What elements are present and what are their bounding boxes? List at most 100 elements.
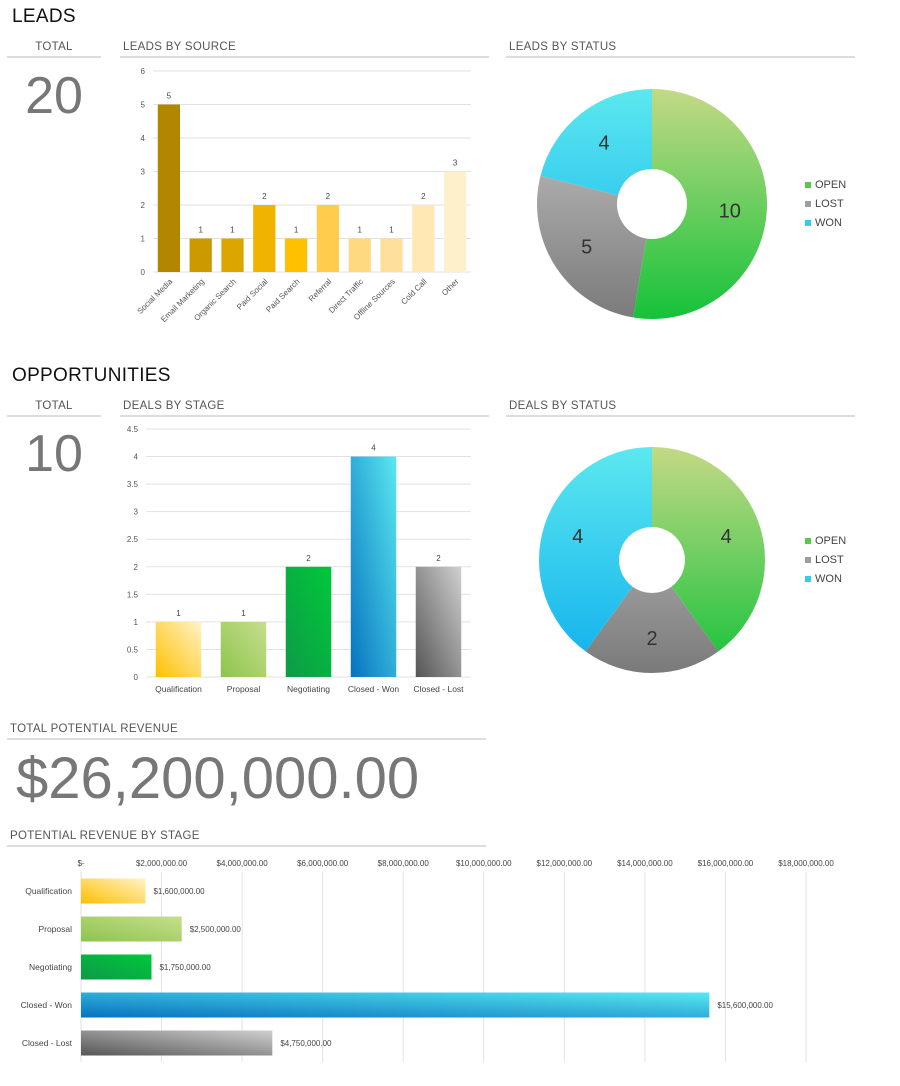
slice-label: 4 (721, 526, 732, 548)
bar (253, 205, 276, 272)
legend-lost: LOST (805, 198, 846, 210)
bar (189, 238, 212, 272)
data-label: 1 (241, 609, 246, 618)
legend-open: OPEN (805, 535, 846, 547)
y-tick-label: Closed - Lost (22, 1038, 73, 1048)
x-tick-label: $14,000,000.00 (617, 859, 673, 868)
revenue-by-stage-title: POTENTIAL REVENUE BY STAGE (7, 830, 486, 847)
y-tick-label: 4 (141, 134, 146, 143)
y-tick-label: 0.5 (127, 645, 139, 654)
bar (81, 1030, 273, 1056)
pie-slice-open (652, 446, 766, 652)
x-tick-label: Referral (307, 277, 334, 304)
y-tick-label: 1.5 (127, 590, 139, 599)
data-label: 1 (176, 609, 181, 618)
legend-open: OPEN (805, 179, 846, 191)
bar (221, 238, 244, 272)
y-tick-label: 3 (141, 168, 146, 177)
opps-total-value: 10 (25, 425, 83, 483)
y-tick-label: Proposal (38, 924, 72, 934)
x-tick-label: $16,000,000.00 (698, 859, 754, 868)
y-tick-label: Closed - Won (21, 1000, 73, 1010)
data-label: 1 (294, 226, 299, 235)
legend-open-label: OPEN (815, 179, 847, 191)
data-label: $4,750,000.00 (280, 1039, 332, 1048)
bar (316, 205, 340, 272)
won-swatch-icon (805, 576, 811, 582)
x-tick-label: Paid Search (264, 277, 301, 314)
data-label: 2 (262, 192, 267, 201)
bar (350, 456, 397, 677)
data-label: 2 (326, 192, 331, 201)
data-label: 1 (357, 226, 362, 235)
x-tick-label: Proposal (227, 684, 261, 694)
data-label: $15,600,000.00 (717, 1001, 773, 1010)
x-tick-label: $8,000,000.00 (378, 859, 430, 868)
bar (157, 104, 181, 272)
slice-label: 2 (646, 628, 657, 650)
x-tick-label: Negotiating (287, 684, 330, 694)
slice-label: 10 (719, 200, 741, 222)
data-label: 1 (230, 226, 235, 235)
legend-won: WON (805, 217, 846, 229)
leads-total-label: TOTAL (7, 41, 101, 58)
y-tick-label: 4.5 (127, 425, 139, 434)
data-label: 2 (306, 554, 311, 563)
x-tick-label: $12,000,000.00 (537, 859, 593, 868)
deals-by-status-title: DEALS BY STATUS (506, 400, 855, 417)
bar (443, 171, 467, 272)
y-tick-label: 4 (134, 453, 139, 462)
y-tick-label: 1 (141, 235, 146, 244)
deals-status-legend: OPEN LOST WON (805, 535, 846, 592)
bar (285, 566, 332, 677)
bar (81, 916, 182, 942)
opps-total-label: TOTAL (7, 400, 101, 417)
legend-won-label: WON (815, 217, 842, 229)
leads-heading: LEADS (12, 6, 76, 27)
x-tick-label: Closed - Lost (413, 684, 464, 694)
legend-open-label: OPEN (815, 535, 847, 547)
bar (81, 878, 146, 904)
y-tick-label: 0 (141, 268, 146, 277)
y-tick-label: 0 (134, 673, 139, 682)
y-tick-label: 6 (141, 67, 146, 76)
bar (155, 621, 202, 677)
deals-by-stage-title: DEALS BY STAGE (120, 400, 489, 417)
x-tick-label: $- (77, 859, 84, 868)
legend-lost: LOST (805, 554, 846, 566)
x-tick-label: $6,000,000.00 (297, 859, 349, 868)
lost-swatch-icon (805, 201, 811, 207)
y-tick-label: 1 (134, 618, 139, 627)
y-tick-label: 3.5 (127, 480, 139, 489)
data-label: 1 (389, 226, 394, 235)
bar (81, 992, 710, 1018)
data-label: 2 (421, 192, 426, 201)
data-label: $1,600,000.00 (153, 887, 205, 896)
y-tick-label: 2 (141, 201, 146, 210)
slice-label: 5 (581, 237, 592, 259)
x-tick-label: Qualification (155, 684, 202, 694)
pie-slice-won (540, 89, 652, 196)
bar (284, 238, 308, 272)
bar (380, 238, 403, 272)
y-tick-label: 2.5 (127, 535, 139, 544)
legend-won-label: WON (815, 573, 842, 585)
legend-won: WON (805, 573, 846, 585)
lost-swatch-icon (805, 557, 811, 563)
y-tick-label: 3 (134, 508, 139, 517)
pie-slice-lost (585, 586, 719, 674)
legend-lost-label: LOST (815, 198, 844, 210)
data-label: 3 (453, 159, 458, 168)
pie-slice-lost (537, 175, 647, 318)
opportunities-heading: OPPORTUNITIES (12, 365, 171, 386)
y-tick-label: 5 (141, 101, 146, 110)
data-label: 2 (436, 554, 441, 563)
bar (415, 566, 462, 677)
bar (348, 238, 371, 272)
data-label: $1,750,000.00 (159, 963, 211, 972)
x-tick-label: Closed - Won (348, 684, 400, 694)
leads-status-legend: OPEN LOST WON (805, 179, 846, 236)
x-tick-label: $4,000,000.00 (217, 859, 269, 868)
bar (81, 954, 152, 980)
